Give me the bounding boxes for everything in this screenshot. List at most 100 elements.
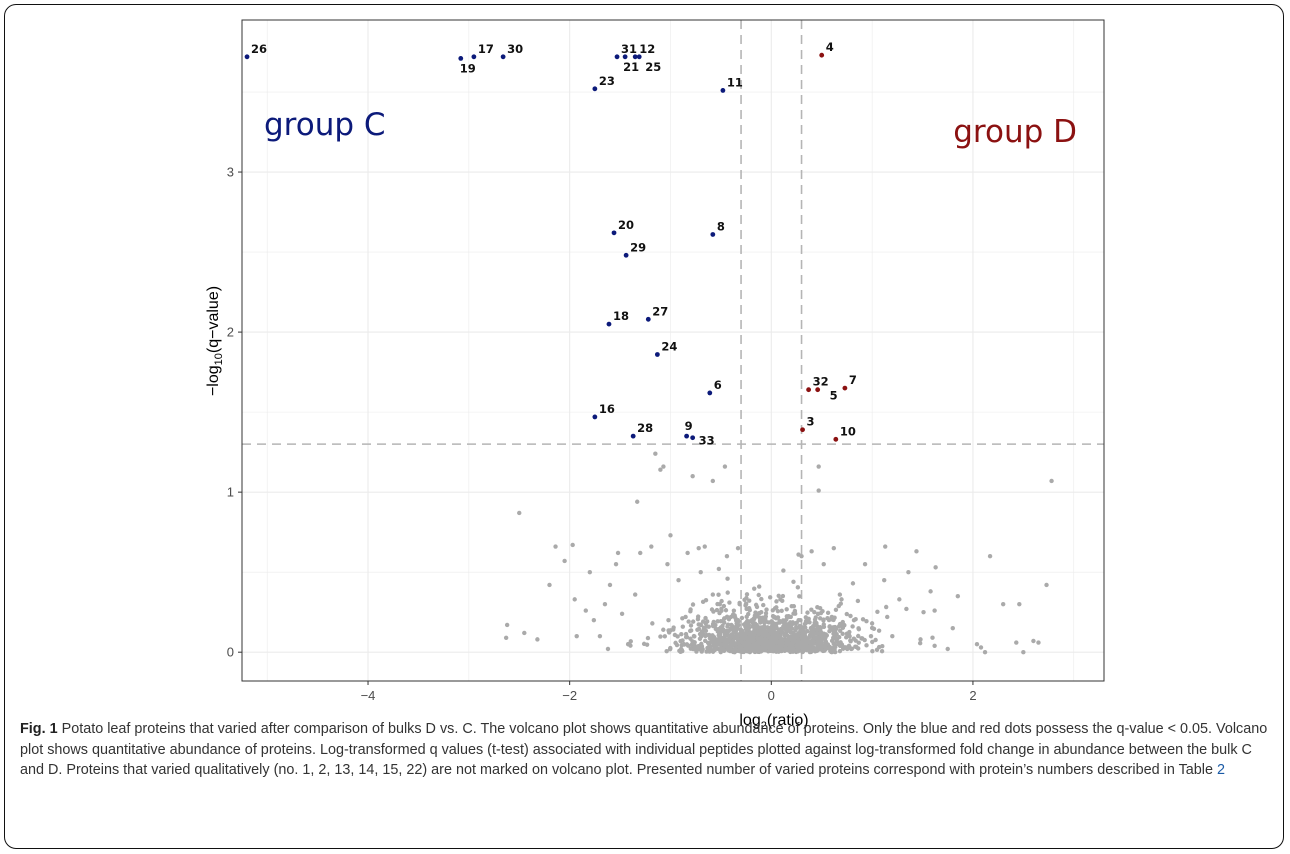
ns-point	[752, 586, 757, 591]
ns-point	[839, 597, 844, 602]
ns-point	[650, 621, 655, 626]
ns-point	[755, 636, 761, 642]
ns-point	[790, 648, 796, 654]
ns-point	[917, 641, 923, 646]
ns-point	[710, 592, 716, 597]
ns-point	[928, 589, 933, 594]
ns-point	[731, 608, 737, 613]
ns-point	[763, 641, 769, 646]
ns-point	[820, 608, 825, 614]
ns-point	[795, 585, 801, 590]
ns-point	[724, 614, 730, 620]
significant-point	[614, 54, 620, 60]
ns-point	[775, 608, 781, 614]
ns-point	[662, 634, 668, 639]
ns-point	[761, 602, 766, 608]
ns-point	[794, 643, 799, 649]
ns-point	[823, 644, 828, 649]
ns-point	[873, 637, 878, 643]
ns-point	[710, 478, 716, 484]
ns-point	[778, 633, 783, 638]
ns-point	[780, 593, 786, 599]
significant-point	[720, 88, 726, 93]
ns-point	[817, 643, 822, 648]
ns-point	[725, 576, 730, 581]
ns-point	[572, 597, 577, 602]
ns-point	[837, 648, 843, 654]
ns-point	[664, 648, 669, 654]
ns-point	[722, 640, 727, 646]
ns-point	[848, 613, 853, 619]
point-label: 10	[840, 424, 856, 438]
ns-point	[1049, 478, 1054, 484]
ns-point	[658, 467, 663, 472]
ns-point	[978, 645, 984, 650]
ns-point	[809, 632, 815, 638]
ns-point	[698, 569, 703, 575]
ns-point	[792, 621, 798, 626]
ns-point	[850, 624, 855, 629]
ns-point	[786, 614, 791, 619]
significant-point	[819, 52, 825, 58]
ns-point	[740, 648, 746, 654]
ns-point	[731, 613, 736, 619]
point-label: 26	[251, 42, 267, 56]
threshold-lines	[242, 20, 1104, 681]
x-tick-label: −4	[361, 688, 376, 703]
significant-point	[592, 414, 598, 420]
non-significant-points	[503, 451, 1054, 655]
ns-point	[932, 643, 937, 648]
ns-point	[751, 641, 756, 646]
ns-point	[933, 565, 938, 570]
ns-point	[904, 606, 909, 612]
ns-point	[848, 638, 853, 643]
ns-point	[812, 610, 817, 615]
ns-point	[832, 624, 838, 630]
ns-point	[802, 629, 807, 635]
ns-point	[906, 569, 911, 575]
ns-point	[945, 646, 950, 652]
ns-point	[714, 607, 720, 613]
x-tick-label: −2	[562, 688, 577, 703]
ns-point	[853, 617, 858, 622]
ns-point	[717, 610, 722, 616]
point-label: 17	[478, 42, 494, 56]
ns-point	[791, 638, 797, 644]
ns-point	[702, 544, 707, 549]
ns-point	[826, 617, 832, 623]
significant-point	[606, 321, 612, 327]
ns-point	[665, 561, 670, 567]
ns-point	[795, 631, 801, 636]
ns-point	[747, 607, 752, 613]
x-tick-label: 2	[969, 688, 976, 703]
ns-point	[859, 636, 864, 641]
ns-point	[819, 646, 824, 652]
ns-point	[668, 645, 673, 651]
significant-point	[833, 436, 839, 442]
ns-point	[864, 643, 869, 648]
ns-point	[982, 649, 988, 655]
ns-point	[680, 616, 685, 621]
ns-point	[632, 592, 638, 597]
ns-point	[738, 627, 743, 632]
table-reference-link[interactable]: 2	[1216, 762, 1225, 778]
ns-point	[930, 635, 935, 640]
ns-point	[837, 628, 843, 633]
ns-point	[658, 634, 663, 639]
ns-point	[765, 628, 770, 634]
ns-point	[750, 646, 756, 651]
ns-point	[768, 638, 773, 643]
significant-point	[471, 54, 477, 60]
caption-text: Potato leaf proteins that varied after c…	[20, 721, 1268, 778]
ns-point	[883, 604, 889, 610]
y-tick-label: 2	[227, 325, 234, 340]
ns-point	[831, 615, 837, 620]
ns-point	[838, 640, 843, 645]
ns-point	[821, 561, 826, 567]
ns-point	[832, 630, 837, 635]
ns-point	[788, 620, 793, 625]
point-label: 19	[460, 61, 476, 75]
ns-point	[602, 601, 608, 607]
ns-point	[753, 610, 758, 615]
ns-point	[744, 635, 749, 641]
